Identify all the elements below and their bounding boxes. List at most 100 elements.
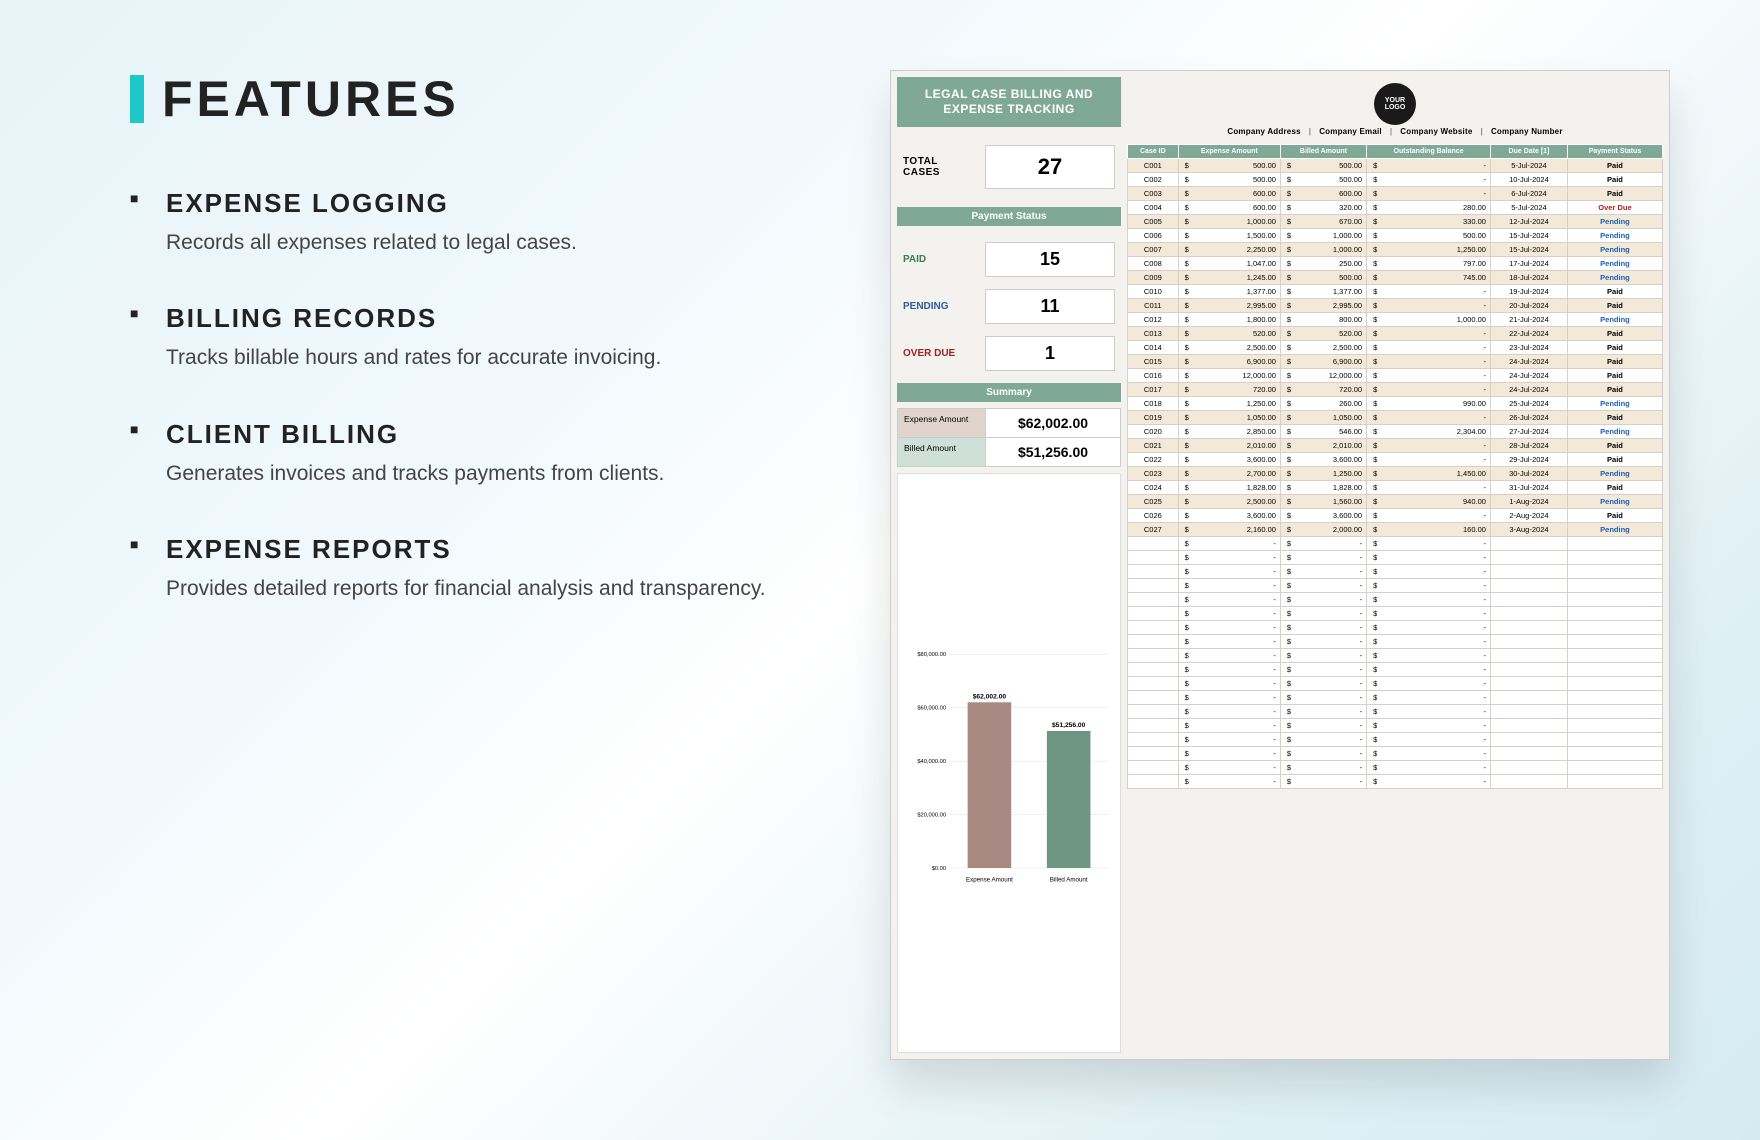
table-row: --- [1128, 663, 1663, 677]
table-row: C003600.00600.00-6-Jul-2024Paid [1128, 187, 1663, 201]
table-row: C0202,850.00546.002,304.0027-Jul-2024Pen… [1128, 425, 1663, 439]
status-paid-value: 15 [985, 242, 1115, 277]
table-row: --- [1128, 705, 1663, 719]
feature-title: EXPENSE LOGGING [166, 188, 810, 219]
table-row: --- [1128, 551, 1663, 565]
table-header: Expense Amount [1178, 145, 1280, 159]
table-row: C0232,700.001,250.001,450.0030-Jul-2024P… [1128, 467, 1663, 481]
table-row: C0091,245.00500.00745.0018-Jul-2024Pendi… [1128, 271, 1663, 285]
table-row: --- [1128, 621, 1663, 635]
table-row: C0081,047.00250.00797.0017-Jul-2024Pendi… [1128, 257, 1663, 271]
table-row: --- [1128, 537, 1663, 551]
svg-text:$20,000.00: $20,000.00 [917, 812, 946, 818]
table-row: --- [1128, 579, 1663, 593]
spreadsheet-preview: LEGAL CASE BILLING AND EXPENSE TRACKING … [890, 70, 1670, 1060]
table-row: --- [1128, 593, 1663, 607]
svg-text:$62,002.00: $62,002.00 [973, 693, 1007, 700]
company-info-line: Company Address|Company Email|Company We… [1127, 127, 1663, 136]
table-row: --- [1128, 719, 1663, 733]
table-row: C0051,000.00670.00330.0012-Jul-2024Pendi… [1128, 215, 1663, 229]
svg-text:$40,000.00: $40,000.00 [917, 759, 946, 765]
summary-header: Summary [897, 383, 1121, 402]
feature-desc: Provides detailed reports for financial … [166, 575, 810, 603]
feature-item: EXPENSE LOGGING Records all expenses rel… [130, 188, 810, 257]
summary-table: Expense Amount $62,002.00 Billed Amount … [897, 408, 1121, 467]
table-row: --- [1128, 761, 1663, 775]
table-row: C017720.00720.00-24-Jul-2024Paid [1128, 383, 1663, 397]
table-row: C001500.00500.00-5-Jul-2024Paid [1128, 159, 1663, 173]
status-overdue-value: 1 [985, 336, 1115, 371]
svg-text:$51,256.00: $51,256.00 [1052, 722, 1086, 729]
feature-title: CLIENT BILLING [166, 419, 810, 450]
table-row: C0241,828.001,828.00-31-Jul-2024Paid [1128, 481, 1663, 495]
status-pending-value: 11 [985, 289, 1115, 324]
table-row: C0142,500.002,500.00-23-Jul-2024Paid [1128, 341, 1663, 355]
table-row: C0072,250.001,000.001,250.0015-Jul-2024P… [1128, 243, 1663, 257]
features-list: EXPENSE LOGGING Records all expenses rel… [130, 188, 810, 603]
table-row: C0223,600.003,600.00-29-Jul-2024Paid [1128, 453, 1663, 467]
summary-expense-label: Expense Amount [898, 409, 986, 437]
feature-title: EXPENSE REPORTS [166, 534, 810, 565]
table-row: C0263,600.003,600.00-2-Aug-2024Paid [1128, 509, 1663, 523]
table-row: C0272,160.002,000.00160.003-Aug-2024Pend… [1128, 523, 1663, 537]
table-row: C002500.00500.00-10-Jul-2024Paid [1128, 173, 1663, 187]
table-row: C004600.00320.00280.005-Jul-2024Over Due [1128, 201, 1663, 215]
svg-text:Billed Amount: Billed Amount [1050, 876, 1088, 883]
table-row: C01612,000.0012,000.00-24-Jul-2024Paid [1128, 369, 1663, 383]
table-row: --- [1128, 649, 1663, 663]
table-row: C0061,500.001,000.00500.0015-Jul-2024Pen… [1128, 229, 1663, 243]
status-paid-label: PAID [903, 254, 977, 265]
table-row: --- [1128, 677, 1663, 691]
feature-title: BILLING RECORDS [166, 303, 810, 334]
table-row: --- [1128, 635, 1663, 649]
accent-bar [130, 75, 144, 123]
table-row: C013520.00520.00-22-Jul-2024Paid [1128, 327, 1663, 341]
table-row: --- [1128, 607, 1663, 621]
table-header: Payment Status [1567, 145, 1662, 159]
svg-text:$80,000.00: $80,000.00 [917, 652, 946, 658]
svg-text:Expense Amount: Expense Amount [966, 876, 1013, 883]
table-header: Outstanding Balance [1367, 145, 1491, 159]
table-row: C0121,800.00800.001,000.0021-Jul-2024Pen… [1128, 313, 1663, 327]
feature-desc: Tracks billable hours and rates for accu… [166, 344, 810, 372]
payment-status-header: Payment Status [897, 207, 1121, 226]
summary-expense-value: $62,002.00 [986, 409, 1120, 437]
svg-text:$60,000.00: $60,000.00 [917, 706, 946, 712]
tracking-banner: LEGAL CASE BILLING AND EXPENSE TRACKING [897, 77, 1121, 127]
feature-item: EXPENSE REPORTS Provides detailed report… [130, 534, 810, 603]
table-header: Due Date [1] [1490, 145, 1567, 159]
table-row: --- [1128, 775, 1663, 789]
feature-desc: Generates invoices and tracks payments f… [166, 460, 810, 488]
table-row: --- [1128, 691, 1663, 705]
total-cases-value: 27 [985, 145, 1115, 189]
logo-placeholder: YOUR LOGO [1374, 83, 1416, 125]
page-title: FEATURES [162, 70, 460, 128]
status-overdue-label: OVER DUE [903, 348, 977, 359]
summary-billed-label: Billed Amount [898, 438, 986, 466]
table-row: C0252,500.001,560.00940.001-Aug-2024Pend… [1128, 495, 1663, 509]
table-row: C0212,010.002,010.00-28-Jul-2024Paid [1128, 439, 1663, 453]
spreadsheet-sidebar: LEGAL CASE BILLING AND EXPENSE TRACKING … [897, 77, 1121, 1053]
spreadsheet-main: YOUR LOGO Company Address|Company Email|… [1127, 77, 1663, 1053]
cases-table: Case IDExpense AmountBilled AmountOutsta… [1127, 144, 1663, 789]
summary-billed-value: $51,256.00 [986, 438, 1120, 466]
table-row: C0112,995.002,995.00-20-Jul-2024Paid [1128, 299, 1663, 313]
table-row: --- [1128, 565, 1663, 579]
summary-bar-chart: $0.00 $20,000.00 $40,000.00 $60,000.00 $80,0… [897, 473, 1121, 1053]
page-title-row: FEATURES [130, 70, 810, 128]
table-header: Case ID [1128, 145, 1179, 159]
table-row: C0156,900.006,900.00-24-Jul-2024Paid [1128, 355, 1663, 369]
status-table: PAID 15 PENDING 11 OVER DUE 1 [897, 236, 1121, 377]
feature-item: CLIENT BILLING Generates invoices and tr… [130, 419, 810, 488]
table-row: C0101,377.001,377.00-19-Jul-2024Paid [1128, 285, 1663, 299]
total-cases-label: TOTAL CASES [903, 156, 977, 178]
table-row: --- [1128, 747, 1663, 761]
table-header: Billed Amount [1280, 145, 1366, 159]
table-row: --- [1128, 733, 1663, 747]
feature-desc: Records all expenses related to legal ca… [166, 229, 810, 257]
status-pending-label: PENDING [903, 301, 977, 312]
logo-area: YOUR LOGO Company Address|Company Email|… [1127, 77, 1663, 140]
svg-text:$0.00: $0.00 [932, 866, 946, 872]
table-row: C0181,250.00260.00990.0025-Jul-2024Pendi… [1128, 397, 1663, 411]
table-row: C0191,050.001,050.00-26-Jul-2024Paid [1128, 411, 1663, 425]
